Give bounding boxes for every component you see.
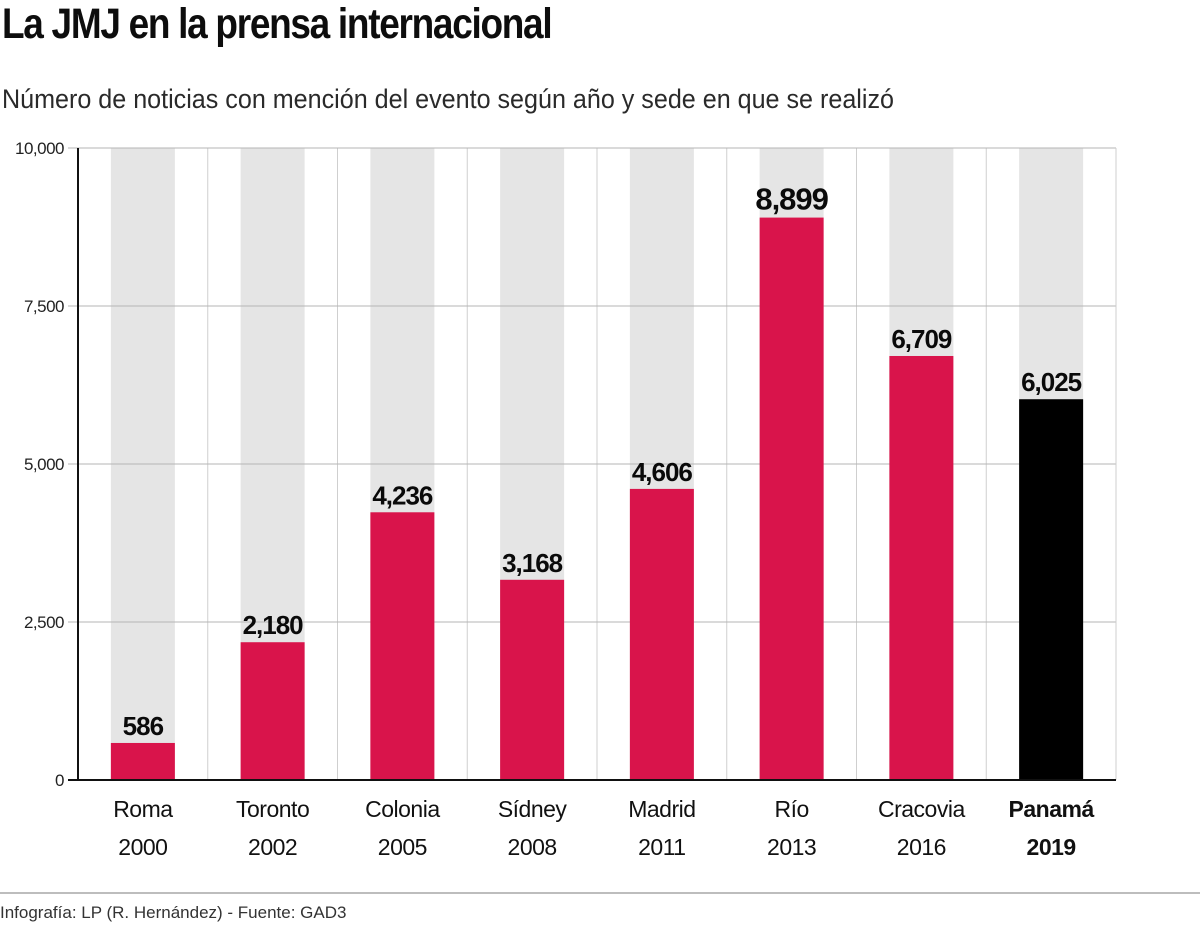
source-credit: Infografía: LP (R. Hernández) - Fuente: …	[0, 903, 347, 922]
category-name-label: Colonia	[365, 796, 440, 822]
category-year-label: 2013	[767, 834, 816, 860]
category-year-label: 2000	[118, 834, 167, 860]
category-name-label: Río	[774, 796, 808, 822]
category-year-label: 2005	[378, 834, 427, 860]
bar	[759, 217, 824, 780]
footer-divider	[0, 892, 1200, 894]
value-label: 4,236	[372, 480, 433, 510]
value-label: 3,168	[502, 548, 563, 578]
chart-subtitle: Número de noticias con mención del event…	[2, 84, 894, 114]
value-label: 6,025	[1021, 367, 1082, 397]
bar	[629, 488, 694, 780]
value-label: 8,899	[755, 182, 828, 217]
category-year-label: 2019	[1027, 834, 1076, 860]
y-tick-label: 0	[55, 771, 64, 790]
category-year-label: 2016	[897, 834, 946, 860]
category-name-label: Cracovia	[878, 796, 965, 822]
bar	[889, 355, 954, 780]
y-tick-label: 7,500	[24, 297, 64, 316]
bar	[500, 579, 565, 780]
category-name-label: Toronto	[236, 796, 309, 822]
chart-title: La JMJ en la prensa internacional	[2, 0, 553, 48]
category-name-label: Panamá	[1009, 796, 1095, 822]
category-name-label: Sídney	[498, 796, 568, 822]
y-tick-label: 10,000	[15, 140, 64, 158]
y-tick-label: 5,000	[24, 455, 64, 474]
bar	[110, 742, 175, 780]
bar	[370, 512, 435, 780]
value-label: 6,709	[891, 324, 952, 354]
value-label: 586	[123, 711, 164, 741]
bar-chart: 0 2,500 5,000 7,500 10,000 586 Roma 2000 2,180 To…	[15, 140, 1117, 860]
value-label: 4,606	[632, 457, 693, 487]
y-tick-label: 2,500	[24, 613, 64, 632]
category-year-label: 2008	[508, 834, 557, 860]
category-name-label: Madrid	[628, 796, 695, 822]
value-label: 2,180	[243, 610, 304, 640]
category-year-label: 2011	[638, 834, 685, 860]
bar	[1019, 399, 1084, 780]
category-year-label: 2002	[248, 834, 297, 860]
bar	[240, 642, 305, 780]
category-name-label: Roma	[113, 796, 173, 822]
